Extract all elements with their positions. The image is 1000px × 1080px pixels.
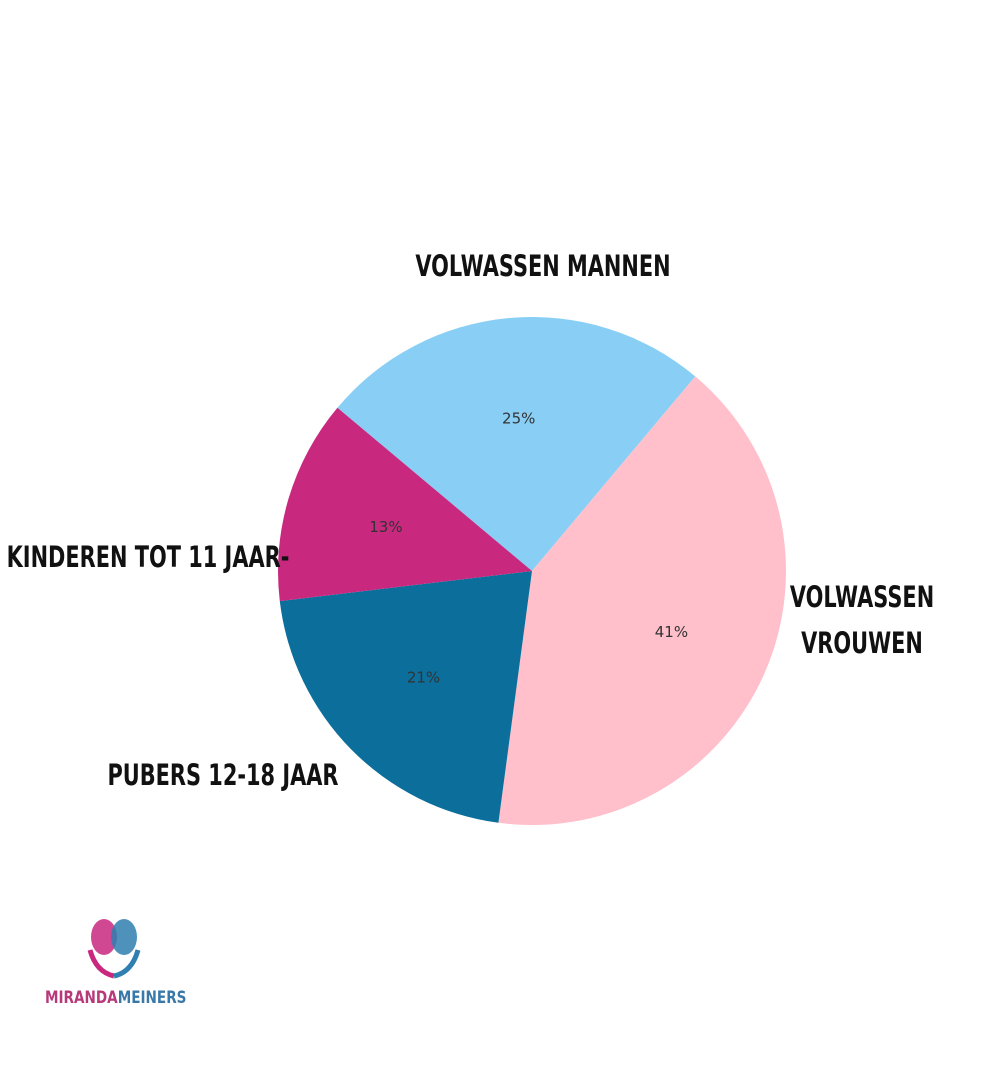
- category-label: KINDEREN TOT 11 JAAR-: [6, 540, 290, 574]
- pie-slice: [278, 407, 532, 602]
- pie-slice: [498, 376, 787, 825]
- logo-text: MIRANDAMEINERS: [45, 988, 186, 1008]
- logo-first: MIRANDA: [45, 988, 118, 1008]
- value-label: 21%: [407, 669, 440, 687]
- category-label: PUBERS 12-18 JAAR: [107, 758, 339, 792]
- category-label: VOLWASSEN MANNEN: [415, 249, 671, 283]
- value-label: 41%: [655, 623, 688, 641]
- pie-slice: [337, 316, 696, 571]
- value-label: 13%: [369, 518, 402, 536]
- category-label: VOLWASSEN VROUWEN: [789, 580, 935, 660]
- value-label: 25%: [502, 410, 535, 428]
- logo-second: MEINERS: [118, 988, 187, 1008]
- pie-slice: [279, 571, 532, 823]
- logo-icon: [87, 919, 141, 979]
